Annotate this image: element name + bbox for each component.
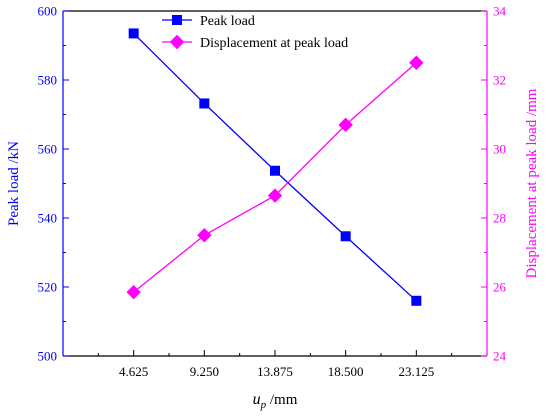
data-point-diamond <box>126 284 141 300</box>
x-tick-label: 18.500 <box>328 364 364 379</box>
y-left-tick-label: 560 <box>38 142 58 157</box>
y-right-tick-label: 30 <box>493 142 506 157</box>
x-tick-label: 9.250 <box>190 364 219 379</box>
y-right-axis-ticks: 24 26 28 30 32 34 <box>481 4 507 364</box>
legend-label: Peak load <box>200 14 255 29</box>
data-point-diamond <box>197 228 212 243</box>
x-axis-title-unit: /mm <box>266 392 298 408</box>
data-point-square <box>199 98 210 109</box>
legend-item: Peak load <box>162 14 255 29</box>
data-point-square <box>172 15 182 25</box>
x-tick-label: 23.125 <box>398 364 434 379</box>
legend: Peak load Displacement at peak load <box>162 14 348 51</box>
data-point-diamond <box>267 188 283 203</box>
x-axis-ticks: 4.625 9.250 13.875 18.500 23.125 <box>97 350 453 379</box>
x-axis-title-subscript: p <box>260 399 267 411</box>
legend-label: Displacement at peak load <box>200 36 348 51</box>
series-displacement-at-peak-load <box>126 55 424 300</box>
x-tick-label: 13.875 <box>257 364 293 379</box>
y-right-tick-label: 26 <box>493 280 507 295</box>
y-right-tick-label: 28 <box>493 211 506 226</box>
y-left-axis-ticks: 500 520 540 560 580 600 <box>38 4 69 364</box>
y-left-tick-label: 580 <box>38 73 58 88</box>
series-line <box>133 62 417 293</box>
y-left-tick-label: 500 <box>38 349 58 364</box>
x-axis-title: up /mm <box>253 391 298 411</box>
y-right-axis-title: Displacement at peak load /mm <box>524 88 540 278</box>
y-right-tick-label: 34 <box>493 4 507 19</box>
y-left-tick-label: 540 <box>38 211 58 226</box>
data-point-square <box>270 165 280 176</box>
legend-item: Displacement at peak load <box>162 34 348 51</box>
data-point-square <box>340 231 351 242</box>
y-left-axis-title: Peak load /kN <box>6 141 22 226</box>
data-point-square <box>411 295 422 306</box>
x-axis-title-symbol: u <box>253 391 261 408</box>
x-tick-label: 4.625 <box>119 364 148 379</box>
data-point-square <box>128 28 139 39</box>
y-right-tick-label: 24 <box>493 349 507 364</box>
y-left-tick-label: 600 <box>38 4 58 19</box>
y-left-tick-label: 520 <box>38 280 58 295</box>
series-layer <box>126 28 424 306</box>
data-point-diamond <box>169 34 185 50</box>
series-peak-load <box>128 28 422 306</box>
data-point-diamond <box>409 55 424 70</box>
data-point-diamond <box>338 117 353 133</box>
y-right-tick-label: 32 <box>493 73 506 88</box>
